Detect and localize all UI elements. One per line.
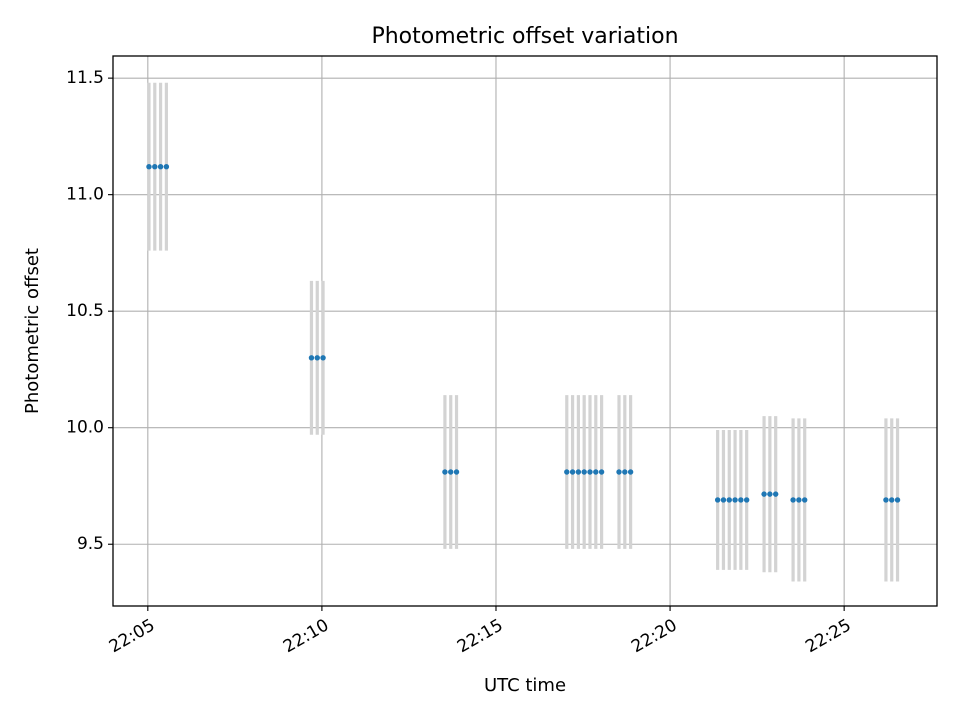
grid (113, 56, 937, 606)
data-point (790, 497, 796, 503)
data-point (453, 469, 460, 475)
data-point (726, 497, 732, 503)
data-point (308, 355, 315, 361)
y-tick-label: 10.5 (66, 301, 104, 321)
data-points (146, 163, 901, 503)
data-point (761, 491, 767, 497)
data-point (801, 497, 808, 503)
chart-title: Photometric offset variation (371, 24, 678, 49)
data-point (320, 355, 326, 361)
data-point (772, 491, 779, 497)
y-axis-label: Photometric offset (22, 248, 43, 414)
plot-frame (112, 55, 938, 607)
x-axis-label: UTC time (484, 675, 566, 696)
data-point (796, 497, 802, 503)
data-point (448, 469, 454, 475)
y-tick-label: 11.5 (66, 68, 104, 88)
data-point (442, 469, 448, 475)
y-tick-label: 9.5 (77, 534, 104, 554)
data-point (743, 497, 750, 503)
data-point (738, 497, 744, 503)
y-tick-label: 10.0 (66, 418, 104, 438)
data-point (616, 469, 622, 475)
data-point (883, 497, 889, 503)
data-point (564, 469, 570, 475)
data-point (598, 469, 605, 475)
y-axis-ticks: 9.5 10.0 10.5 11.0 11.5 (66, 68, 113, 554)
data-point (157, 163, 164, 170)
data-point (767, 491, 773, 497)
data-point (714, 497, 721, 503)
data-point (889, 497, 895, 503)
data-point (314, 355, 320, 361)
data-point (593, 469, 599, 475)
data-point (575, 469, 582, 475)
data-point (622, 469, 628, 475)
data-point (163, 163, 170, 170)
data-point (146, 163, 152, 170)
data-point (720, 497, 727, 503)
data-point (894, 497, 901, 503)
data-point (581, 469, 587, 475)
data-point (569, 469, 576, 475)
data-point (732, 497, 738, 503)
y-tick-label: 11.0 (66, 185, 104, 205)
data-point (587, 469, 593, 475)
data-point (627, 469, 634, 475)
data-point (152, 163, 158, 170)
